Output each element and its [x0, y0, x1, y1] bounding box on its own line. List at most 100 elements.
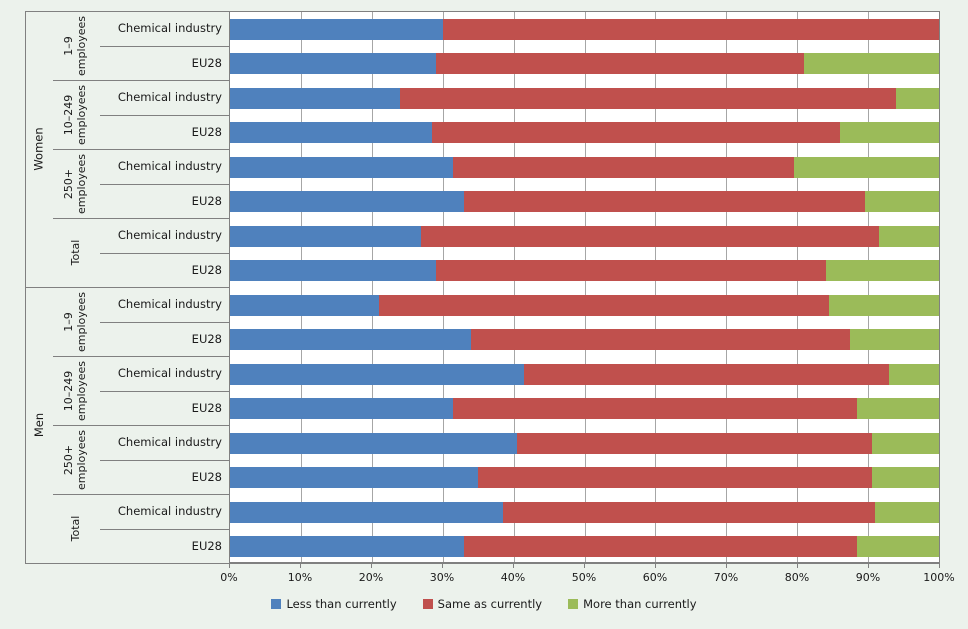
bar-segment-more-than-currently — [825, 260, 939, 282]
row-label-text: EU28 — [191, 55, 222, 70]
bar-segment-less-than-currently — [230, 501, 503, 523]
bar-segment-same-as-currently — [378, 294, 830, 316]
category-label-size: 10–249 employees — [53, 80, 100, 149]
gridline — [655, 12, 657, 562]
axis-divider-size — [53, 494, 229, 495]
bar-segment-more-than-currently — [793, 156, 939, 178]
plot-area — [229, 11, 940, 563]
bar-row — [230, 122, 939, 144]
axis-divider-gender — [25, 287, 229, 288]
row-label-text: EU28 — [191, 124, 222, 139]
bar-segment-more-than-currently — [875, 501, 939, 523]
bar-segment-less-than-currently — [230, 363, 525, 385]
axis-divider-row — [100, 183, 229, 185]
x-axis-tick — [939, 564, 940, 568]
bar-segment-less-than-currently — [230, 260, 436, 282]
x-axis-tick-label: 30% — [429, 571, 455, 584]
x-axis-tick — [797, 564, 798, 568]
row-label-text: Chemical industry — [117, 297, 222, 312]
row-label-text: EU28 — [191, 538, 222, 553]
axis-divider-size — [53, 356, 229, 357]
axis-divider-size — [53, 425, 229, 426]
bar-segment-same-as-currently — [478, 467, 872, 489]
gridline — [371, 12, 373, 562]
bar-segment-more-than-currently — [864, 191, 939, 213]
bar-segment-more-than-currently — [896, 87, 939, 109]
category-label-row: Chemical industry — [100, 494, 229, 529]
axis-divider-row — [100, 390, 229, 392]
x-axis-tick-label: 90% — [855, 571, 881, 584]
legend-item: Same as currently — [422, 597, 543, 611]
bar-segment-more-than-currently — [850, 329, 939, 351]
bar-row — [230, 87, 939, 109]
bar-segment-less-than-currently — [230, 467, 479, 489]
axis-divider-row — [100, 252, 229, 254]
bar-segment-less-than-currently — [230, 156, 454, 178]
bar-segment-less-than-currently — [230, 432, 518, 454]
legend-label: More than currently — [583, 597, 697, 611]
bar-row — [230, 53, 939, 75]
row-label-text: Chemical industry — [117, 159, 222, 174]
axis-divider-size — [53, 218, 229, 219]
gender-label-text: Women — [32, 127, 46, 171]
row-label-text: EU28 — [191, 469, 222, 484]
bar-segment-same-as-currently — [463, 536, 858, 558]
category-label-row: EU28 — [100, 184, 229, 219]
row-label-text: Chemical industry — [117, 90, 222, 105]
category-label-size: 1–9 employees — [53, 287, 100, 356]
bar-row — [230, 18, 939, 40]
axis-divider-row — [100, 45, 229, 47]
gridline — [300, 12, 302, 562]
x-axis-line — [25, 563, 940, 564]
bar-row — [230, 467, 939, 489]
row-label-text: EU28 — [191, 262, 222, 277]
axis-divider-size — [53, 149, 229, 150]
category-label-size: 250+ employees — [53, 425, 100, 494]
category-label-row: EU28 — [100, 391, 229, 426]
gridline — [442, 12, 444, 562]
gridline — [726, 12, 728, 562]
bar-segment-less-than-currently — [230, 53, 436, 75]
bar-segment-more-than-currently — [857, 536, 939, 558]
axis-divider-row — [100, 528, 229, 530]
category-label-row: Chemical industry — [100, 287, 229, 322]
bar-segment-more-than-currently — [871, 467, 939, 489]
row-label-text: Chemical industry — [117, 228, 222, 243]
category-label-row: EU28 — [100, 460, 229, 495]
legend-label: Same as currently — [437, 597, 543, 611]
category-label-gender: Women — [25, 11, 53, 287]
bar-row — [230, 501, 939, 523]
category-label-row: Chemical industry — [100, 425, 229, 460]
x-axis-tick-label: 0% — [220, 571, 238, 584]
x-axis-tick-label: 80% — [784, 571, 810, 584]
category-axis: Women 1–9 employees 10–249 employees 250+ e… — [25, 11, 229, 563]
axis-divider-row — [100, 321, 229, 323]
bar-row — [230, 329, 939, 351]
row-label-text: EU28 — [191, 193, 222, 208]
bar-segment-same-as-currently — [471, 329, 851, 351]
bar-segment-more-than-currently — [871, 432, 939, 454]
category-label-size: 1–9 employees — [53, 11, 100, 80]
bar-segment-same-as-currently — [453, 398, 858, 420]
gender-label-text: Men — [31, 412, 46, 438]
bar-segment-same-as-currently — [421, 225, 879, 247]
category-label-row: EU28 — [100, 253, 229, 288]
category-label-row: EU28 — [100, 529, 229, 564]
size-label-text: 10–249 employees — [62, 84, 89, 145]
x-axis-tick-label: 50% — [571, 571, 597, 584]
category-label-row: Chemical industry — [100, 218, 229, 253]
bar-segment-less-than-currently — [230, 122, 433, 144]
x-axis-tick-label: 100% — [923, 571, 955, 584]
legend: Less than currently Same as currently Mo… — [0, 597, 968, 611]
category-label-gender: Men — [25, 287, 53, 563]
size-label-text: 250+ employees — [62, 153, 89, 214]
row-label-text: Chemical industry — [117, 504, 222, 519]
x-axis-tick — [868, 564, 869, 568]
row-label-text: EU28 — [191, 331, 222, 346]
bar-row — [230, 536, 939, 558]
bar-segment-more-than-currently — [857, 398, 939, 420]
bar-segment-more-than-currently — [878, 225, 939, 247]
bar-segment-more-than-currently — [889, 363, 939, 385]
axis-divider-size — [53, 80, 229, 81]
legend-swatch-same-as-currently — [422, 599, 433, 609]
